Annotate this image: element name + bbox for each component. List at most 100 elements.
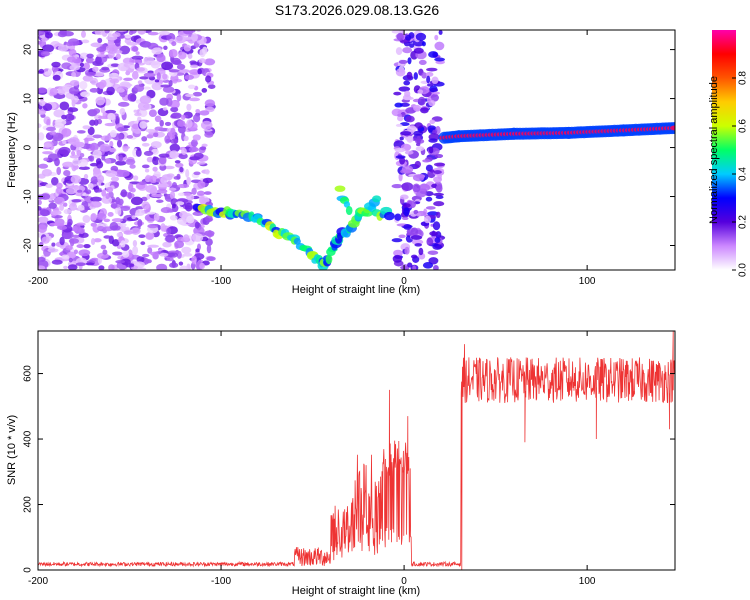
noise-blob — [38, 216, 49, 224]
noise-blob — [143, 72, 156, 78]
noise-blob — [406, 232, 418, 236]
noise-blob — [90, 77, 99, 86]
noise-blob — [117, 101, 130, 107]
noise-blob — [171, 203, 176, 209]
noise-blob — [201, 143, 208, 147]
noise-blob — [156, 263, 168, 270]
noise-blob — [438, 30, 443, 35]
noise-blob — [85, 189, 92, 195]
noise-blob — [415, 146, 425, 152]
noise-blob — [203, 58, 216, 66]
track-blob — [372, 195, 382, 203]
noise-blob — [202, 46, 208, 55]
noise-blob — [392, 254, 403, 263]
noise-blob — [401, 182, 414, 191]
noise-blob — [69, 64, 80, 71]
noise-blob — [412, 174, 425, 182]
noise-blob — [41, 236, 50, 244]
noise-blob — [82, 215, 91, 223]
noise-blob — [134, 112, 142, 117]
noise-blob — [170, 106, 179, 113]
noise-blob — [188, 97, 201, 102]
noise-blob — [119, 225, 127, 231]
noise-blob — [147, 223, 159, 229]
noise-blob — [397, 113, 403, 117]
noise-blob — [391, 238, 403, 243]
noise-blob — [412, 183, 421, 193]
noise-blob — [435, 211, 441, 219]
noise-blob — [182, 36, 193, 40]
noise-blob — [120, 189, 128, 198]
noise-blob — [435, 195, 444, 199]
noise-blob — [394, 147, 406, 153]
noise-blob — [99, 143, 112, 152]
noise-blob — [417, 89, 424, 94]
noise-blob — [130, 187, 136, 193]
noise-blob — [73, 224, 81, 234]
noise-blob — [89, 142, 99, 152]
spectrogram-y-tick-label: -20 — [23, 238, 34, 253]
noise-blob — [416, 212, 422, 217]
noise-blob — [399, 194, 409, 200]
snr-x-tick-label: -200 — [28, 576, 48, 587]
noise-blob — [83, 62, 90, 70]
noise-blob — [142, 253, 150, 258]
noise-blob — [141, 201, 150, 210]
noise-blob — [190, 64, 199, 69]
noise-blob — [433, 162, 446, 167]
noise-blob — [38, 30, 45, 36]
noise-blob — [183, 135, 189, 142]
noise-blob — [40, 193, 51, 200]
colorbar-tick-label: 0.0 — [738, 263, 749, 277]
noise-blob — [202, 177, 214, 184]
noise-blob — [176, 173, 181, 180]
noise-blob — [176, 93, 182, 102]
noise-blob — [162, 86, 175, 93]
noise-blob — [395, 68, 406, 77]
noise-blob — [94, 189, 103, 193]
noise-blob — [412, 130, 424, 136]
noise-blob — [123, 230, 133, 235]
noise-blob — [163, 45, 168, 50]
noise-blob — [90, 213, 97, 221]
noise-blob — [178, 261, 184, 266]
noise-blob — [408, 32, 415, 39]
noise-blob — [68, 48, 77, 57]
noise-blob — [49, 222, 61, 226]
noise-blob — [393, 249, 403, 257]
noise-blob — [127, 92, 137, 102]
noise-blob — [187, 53, 193, 60]
noise-blob — [81, 39, 90, 44]
noise-blob — [42, 103, 53, 111]
noise-blob — [101, 155, 106, 161]
spectrogram-x-tick-label: 0 — [401, 276, 407, 287]
noise-blob — [433, 192, 444, 197]
noise-blob — [141, 164, 150, 169]
noise-blob — [147, 31, 159, 36]
noise-blob — [63, 265, 68, 270]
noise-blob — [402, 203, 411, 208]
noise-blob — [102, 249, 108, 255]
noise-blob — [104, 30, 110, 34]
noise-blob — [205, 75, 212, 83]
noise-blob — [196, 161, 206, 165]
noise-blob — [83, 173, 89, 180]
noise-blob — [198, 196, 206, 205]
noise-blob — [186, 176, 191, 186]
noise-blob — [136, 256, 145, 263]
noise-blob — [87, 182, 94, 190]
noise-blob — [93, 119, 99, 126]
noise-blob — [86, 53, 94, 59]
noise-blob — [146, 156, 154, 163]
noise-blob — [131, 70, 139, 80]
noise-blob — [166, 227, 172, 235]
noise-blob — [140, 241, 146, 246]
noise-blob — [136, 67, 146, 72]
noise-blob — [157, 188, 168, 194]
noise-blob — [410, 254, 418, 259]
noise-blob — [412, 265, 417, 270]
noise-blob — [81, 30, 86, 38]
noise-blob — [49, 131, 57, 136]
noise-blob — [120, 206, 131, 211]
noise-blob — [71, 71, 77, 78]
